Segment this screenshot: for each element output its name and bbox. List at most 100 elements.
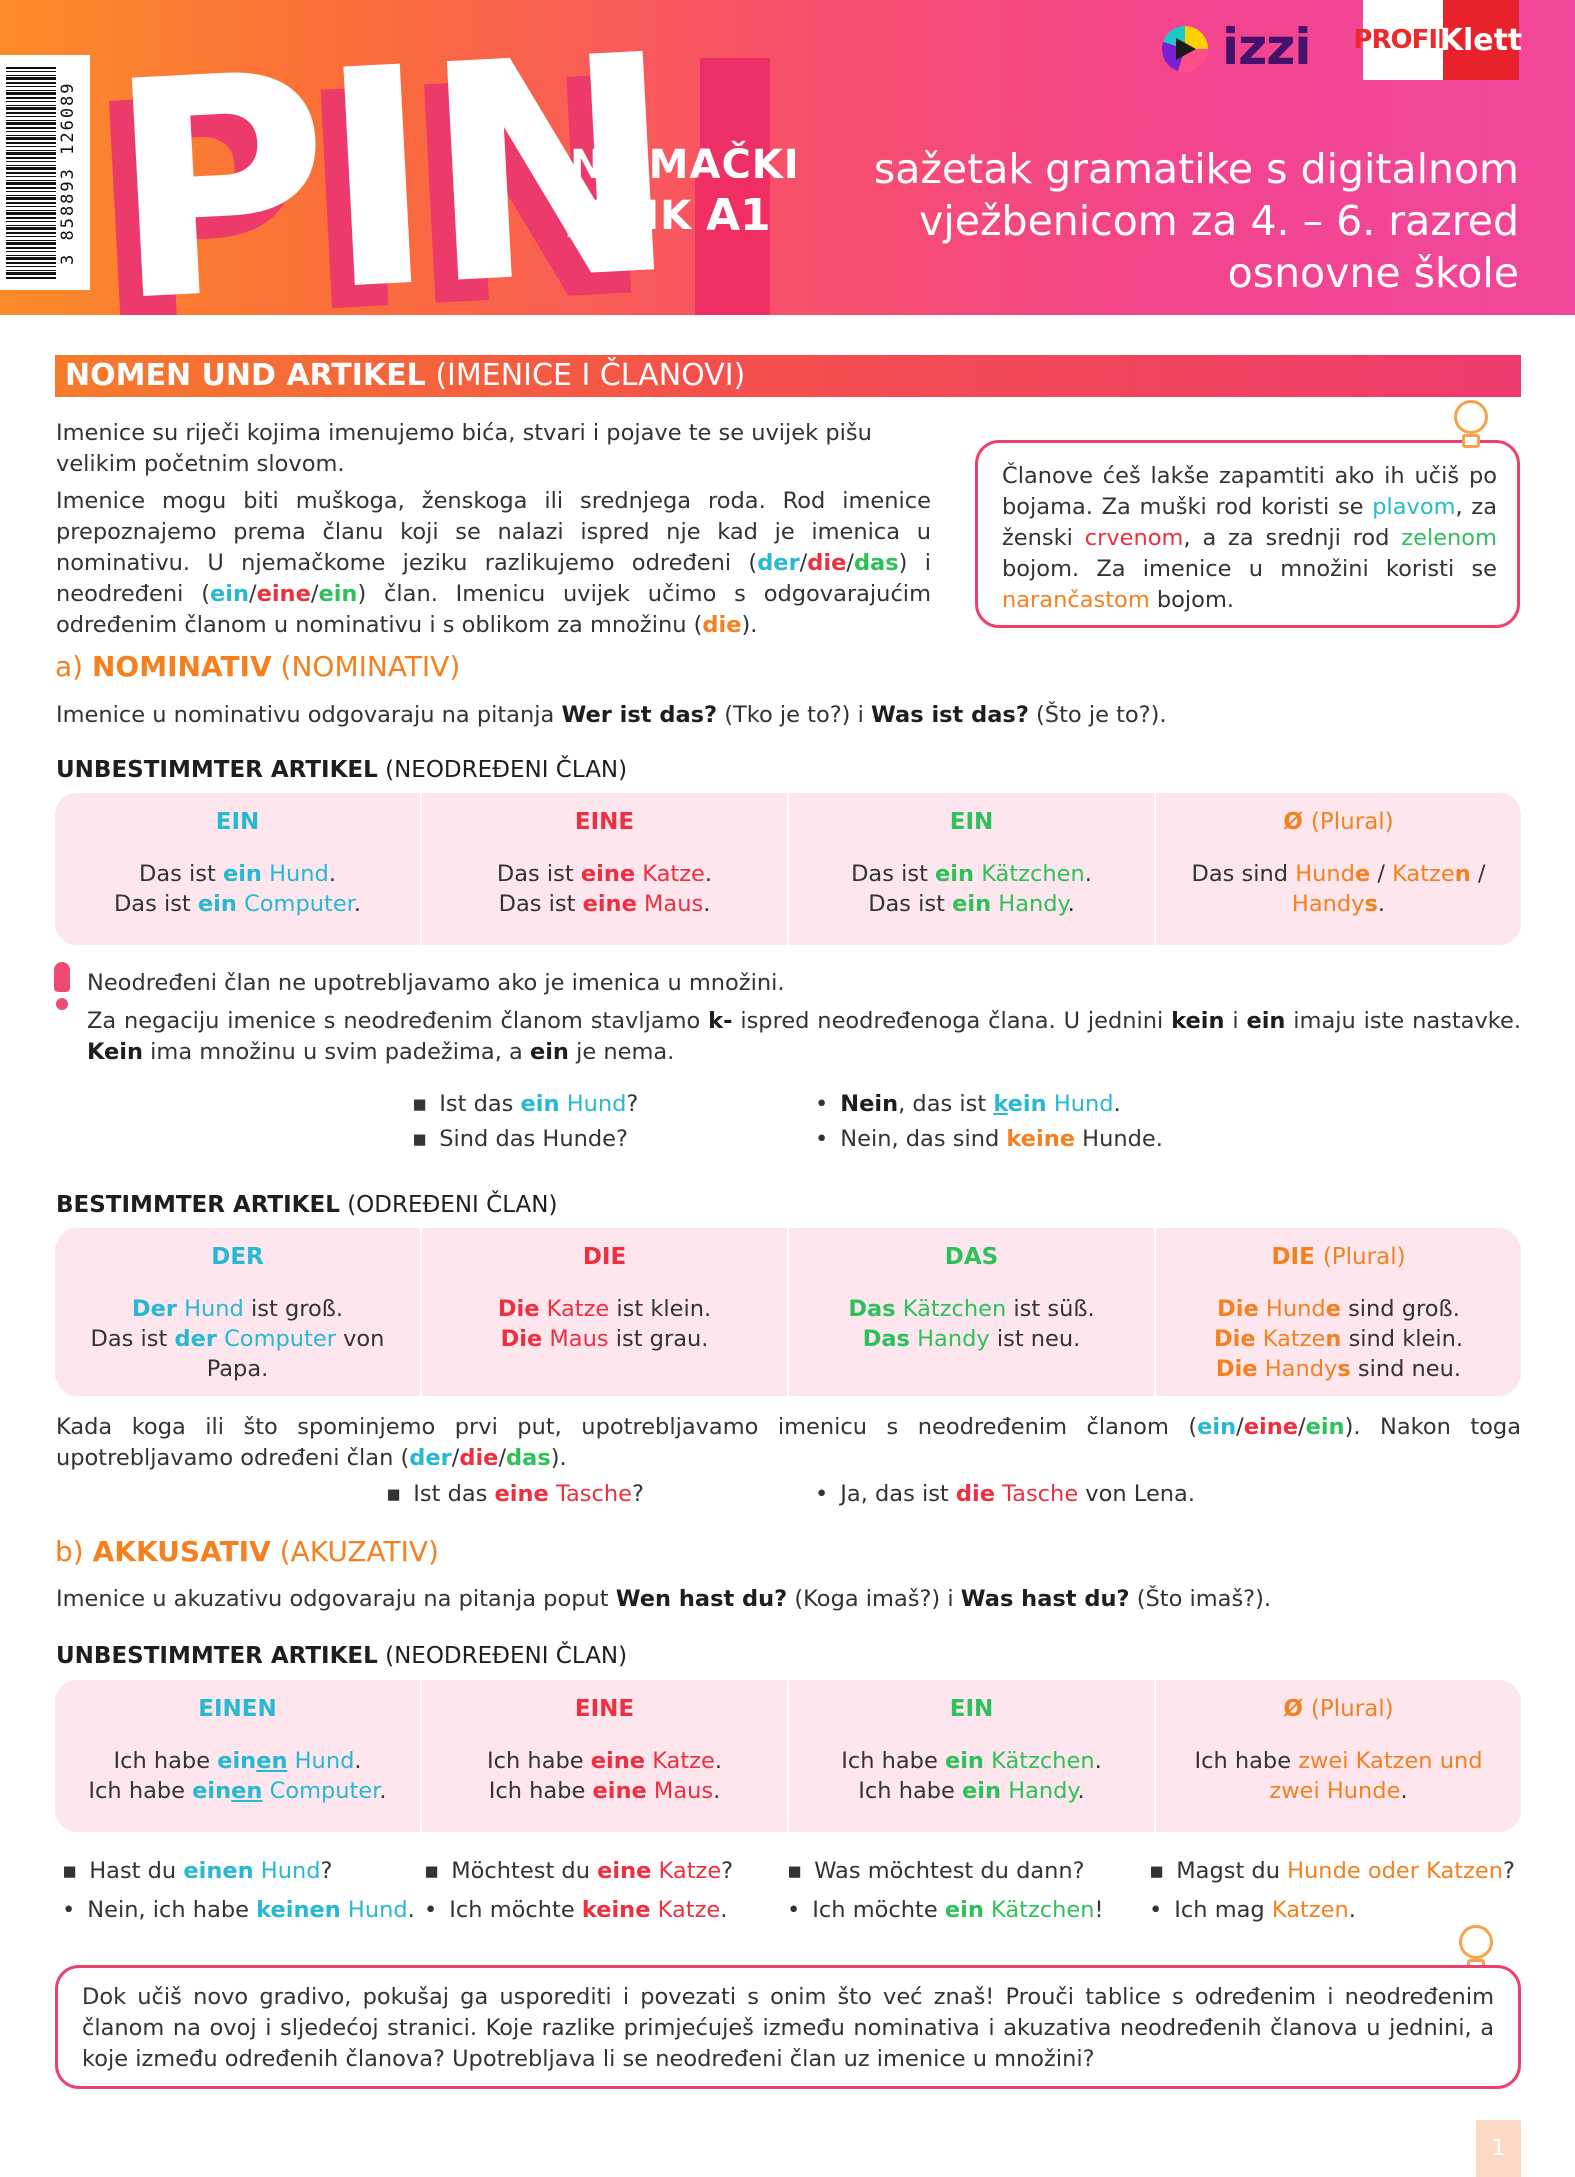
noun: Hund bbox=[340, 1897, 408, 1923]
example-answer-tasche: Ja, das ist die Tasche von Lena. bbox=[815, 1479, 1195, 1510]
heading-bold: NOMINATIV bbox=[92, 650, 272, 683]
tagline-line2: vježbenicom za 4. – 6. razred bbox=[919, 197, 1519, 245]
table-column-neuter: EIN Ich habe ein Kätzchen. Ich habe ein … bbox=[789, 1680, 1156, 1832]
example-row: Ich habe ein Handy. bbox=[795, 1776, 1148, 1806]
noun: Kätzchen bbox=[902, 1296, 1007, 1322]
example-question-2: Sind das Hunde? bbox=[412, 1124, 628, 1155]
example-row: Die Katze ist klein. bbox=[428, 1294, 781, 1324]
header-note: (Plural) bbox=[1322, 1244, 1406, 1270]
text: Das ist bbox=[139, 861, 223, 887]
article: eine bbox=[590, 1748, 646, 1774]
text: ist klein. bbox=[609, 1296, 712, 1322]
text: Das ist bbox=[498, 891, 583, 917]
noun: Katze bbox=[642, 861, 705, 887]
text: ) i neodređeni ( bbox=[56, 550, 931, 607]
plural-ending: n bbox=[1454, 861, 1471, 887]
article: eine bbox=[592, 1778, 647, 1804]
exclamation-icon bbox=[54, 962, 70, 1010]
noun: Kätzchen bbox=[981, 861, 1085, 887]
text: / bbox=[1370, 861, 1393, 887]
text: Hast du bbox=[89, 1858, 184, 1884]
emphasis: ein bbox=[1246, 1008, 1286, 1034]
column-header: DIE (Plural) bbox=[1156, 1244, 1521, 1278]
column-header: DIE bbox=[582, 1244, 627, 1270]
level-badge-bg bbox=[695, 178, 770, 315]
article: eine bbox=[494, 1481, 549, 1507]
example-row: Handys. bbox=[1162, 889, 1515, 919]
article: keinen bbox=[256, 1897, 341, 1923]
noun: Tasche bbox=[995, 1481, 1079, 1507]
example-row: Das Handy ist neu. bbox=[795, 1324, 1148, 1354]
text: bojom. Za imenice u množini koristi se bbox=[1002, 556, 1497, 582]
example-row: Der Hund ist groß. bbox=[61, 1294, 414, 1324]
example-a-hund: Nein, ich habe keinen Hund. bbox=[62, 1895, 415, 1926]
text: (Što je to?). bbox=[1028, 702, 1167, 728]
example-question-tasche: Ist das eine Tasche? bbox=[386, 1479, 644, 1510]
akkusativ-indefinite-table: EINEN Ich habe einen Hund. Ich habe eine… bbox=[55, 1680, 1521, 1832]
color-word-green: zelenom bbox=[1401, 525, 1497, 551]
text: . bbox=[353, 891, 362, 917]
section-title-bold: NOMEN UND ARTIKEL bbox=[65, 358, 426, 393]
text: Das ist bbox=[496, 861, 581, 887]
text: . bbox=[714, 1748, 722, 1774]
text: Ich habe bbox=[487, 1748, 591, 1774]
izzi-play-icon bbox=[1162, 26, 1208, 72]
example-row: Das ist eine Maus. bbox=[428, 889, 781, 919]
example-row: Das ist eine Katze. bbox=[428, 859, 781, 889]
color-tip-text: Članove ćeš lakše zapamtiti ako ih učiš … bbox=[1002, 461, 1497, 616]
text: Ich habe bbox=[113, 1748, 218, 1774]
text: / bbox=[846, 550, 854, 576]
text: . bbox=[720, 1897, 728, 1923]
article: der bbox=[174, 1326, 217, 1352]
example-q-magst: Magst du Hunde oder Katzen? bbox=[1149, 1856, 1515, 1887]
column-header: EINEN bbox=[198, 1696, 277, 1722]
nominativ-definite-table: DER Der Hund ist groß. Das ist der Compu… bbox=[55, 1228, 1521, 1396]
article: ein bbox=[944, 1748, 984, 1774]
column-header: EINE bbox=[574, 1696, 635, 1722]
article: einen bbox=[183, 1858, 254, 1884]
profil-klett-logo: PROFIL Klett bbox=[1353, 0, 1522, 80]
table-column-neuter: DAS Das Kätzchen ist süß. Das Handy ist … bbox=[789, 1228, 1156, 1396]
caption-rest: (NEODREĐENI ČLAN) bbox=[385, 1643, 628, 1669]
akkusativ-question-line: Imenice u akuzativu odgovaraju na pitanj… bbox=[56, 1584, 1271, 1615]
text: . bbox=[1067, 891, 1075, 917]
emphasis: kein bbox=[1171, 1008, 1225, 1034]
table-column-masculine: EINEN Ich habe einen Hund. Ich habe eine… bbox=[55, 1680, 422, 1832]
text: ) član. Imenicu uvijek učimo s odgovaraj… bbox=[56, 581, 931, 638]
example-row: zwei Hunde. bbox=[1162, 1776, 1515, 1806]
column-body: Das ist eine Katze. Das ist eine Maus. bbox=[422, 859, 787, 919]
text: von Lena. bbox=[1078, 1481, 1195, 1507]
article: ein bbox=[520, 1091, 560, 1117]
example-row: Das ist ein Kätzchen. bbox=[795, 859, 1148, 889]
text: ? bbox=[626, 1091, 639, 1117]
text: ). bbox=[741, 612, 758, 638]
noun: Handy bbox=[1008, 1778, 1078, 1804]
article: der bbox=[409, 1445, 452, 1471]
text: von Papa. bbox=[206, 1326, 385, 1382]
table-column-feminine: DIE Die Katze ist klein. Die Maus ist gr… bbox=[422, 1228, 789, 1396]
article-ein: ein bbox=[318, 581, 358, 607]
article-stem: ein bbox=[192, 1778, 232, 1804]
text: , a za srednji rod bbox=[1183, 525, 1402, 551]
text: Imenice u akuzativu odgovaraju na pitanj… bbox=[56, 1586, 616, 1612]
text: sind groß. bbox=[1340, 1296, 1460, 1322]
article: ein bbox=[197, 891, 237, 917]
column-body: Die Katze ist klein. Die Maus ist grau. bbox=[422, 1294, 787, 1354]
text: ist neu. bbox=[989, 1326, 1081, 1352]
example-q-katze: Möchtest du eine Katze? bbox=[424, 1856, 733, 1887]
example-row: Das ist ein Computer. bbox=[61, 889, 414, 919]
example-row: Das sind Hunde / Katzen / bbox=[1162, 859, 1515, 889]
noun: Hund bbox=[184, 1296, 244, 1322]
example-answer-1: Nein, das ist kein Hund. bbox=[815, 1089, 1120, 1120]
emphasis: Kein bbox=[87, 1039, 144, 1065]
text: Imenice mogu biti muškoga, ženskoga ili … bbox=[56, 488, 931, 576]
heading-rest: (AKUZATIV) bbox=[279, 1535, 439, 1568]
noun: Hund bbox=[566, 1091, 627, 1117]
klett-wordmark: Klett bbox=[1440, 0, 1522, 80]
noun: Hund bbox=[269, 861, 329, 887]
header-symbol: Ø bbox=[1283, 809, 1303, 835]
text: / bbox=[310, 581, 319, 607]
article-die-plural: die bbox=[702, 612, 742, 638]
article: Die bbox=[1217, 1296, 1259, 1322]
column-header: EIN bbox=[949, 1696, 994, 1722]
